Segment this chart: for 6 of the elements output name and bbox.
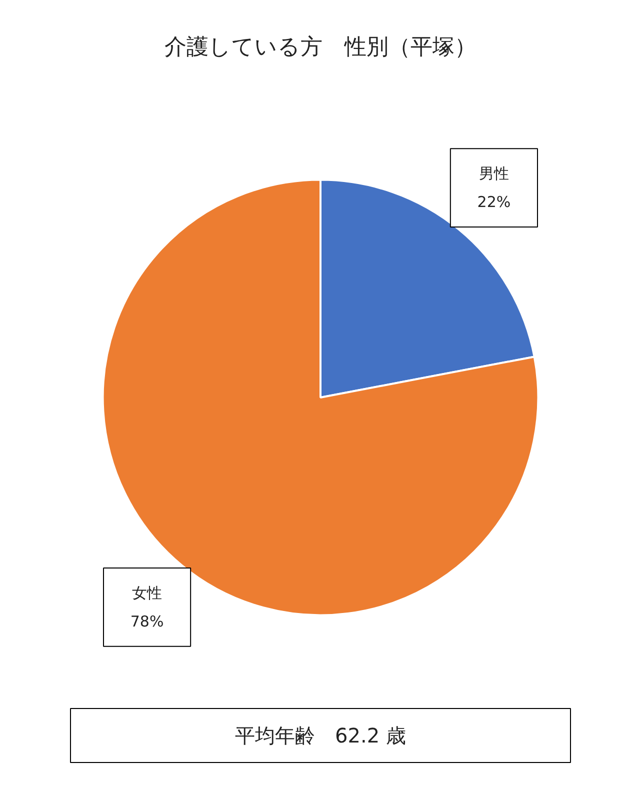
slice-label: 男性 — [478, 164, 509, 182]
data-label: 78% — [130, 612, 164, 631]
data-label: 22% — [477, 193, 511, 212]
slice-label: 女性 — [132, 584, 162, 602]
text: 平均年齢 62.2 歳 — [235, 724, 406, 748]
chart-title: 介護している方 性別（平塚） — [164, 35, 476, 60]
